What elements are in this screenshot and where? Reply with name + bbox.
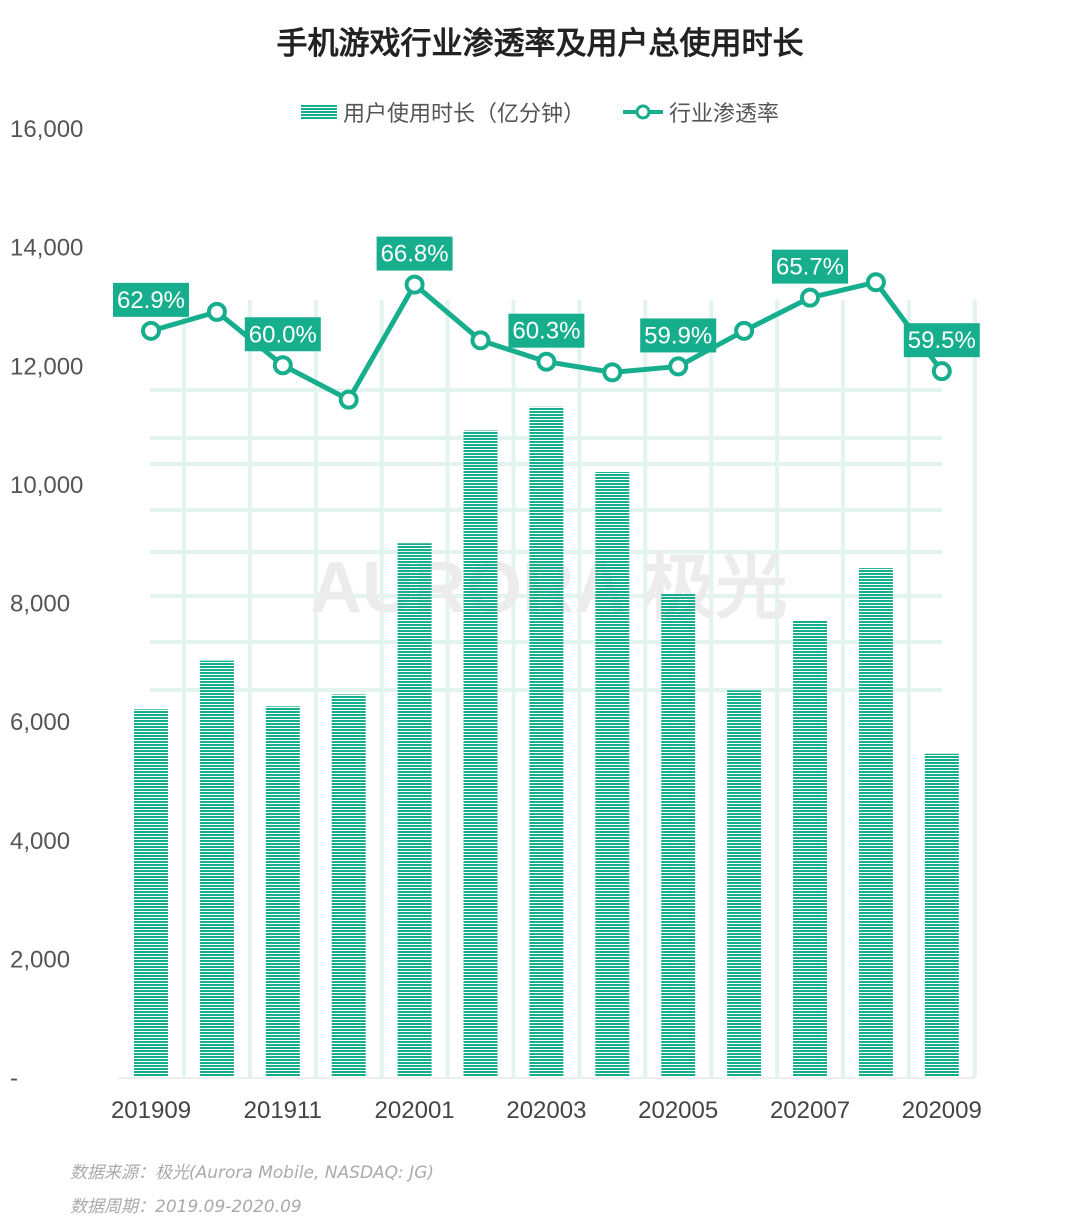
source-note: 数据来源：极光(Aurora Mobile, NASDAQ: JG) [70, 1163, 434, 1183]
line-point [404, 274, 425, 295]
data-label-box [376, 236, 453, 271]
y-tick-label: - [10, 1065, 18, 1092]
data-label-box [508, 313, 585, 348]
period-note: 数据周期：2019.09-2020.09 [70, 1197, 302, 1217]
bar [463, 430, 498, 1077]
x-tick-label: 202005 [638, 1097, 718, 1124]
line-swatch-icon [623, 104, 663, 120]
bar [595, 472, 630, 1077]
bar [793, 620, 827, 1077]
line-point [206, 301, 227, 322]
legend-label: 行业渗透率 [669, 102, 780, 127]
bar [924, 753, 959, 1077]
y-tick-label: 6,000 [10, 709, 70, 736]
bar [265, 706, 300, 1077]
y-tick-label: 10,000 [10, 472, 83, 499]
bar [727, 690, 762, 1077]
data-label-box [903, 323, 980, 358]
legend-label: 用户使用时长（亿分钟） [342, 102, 585, 127]
data-label: 59.9% [644, 322, 712, 349]
line-point [865, 272, 886, 293]
line-point [338, 389, 359, 410]
data-label-box [244, 317, 321, 352]
line-point [800, 287, 820, 308]
bar [134, 709, 168, 1077]
data-label: 59.5% [908, 327, 976, 354]
bar [331, 694, 366, 1077]
bar [661, 593, 696, 1077]
data-label: 60.3% [512, 318, 580, 345]
bar [529, 406, 564, 1077]
bar [858, 568, 893, 1077]
x-tick-label: 202001 [375, 1097, 455, 1124]
x-tick-label: 202003 [506, 1097, 586, 1124]
y-tick-label: 4,000 [10, 828, 70, 855]
x-tick-label: 201909 [111, 1097, 191, 1124]
data-label: 66.8% [381, 241, 449, 268]
line-point [272, 355, 293, 376]
y-tick-label: 2,000 [10, 946, 70, 973]
y-tick-label: 8,000 [10, 591, 70, 618]
line-point [536, 351, 557, 372]
legend-item-line: 行业渗透率 [623, 96, 779, 128]
line-point [602, 362, 623, 383]
line-point [734, 320, 755, 341]
data-label-box [113, 282, 189, 317]
bar [199, 660, 234, 1077]
data-label-box [640, 318, 717, 353]
line-point [141, 320, 161, 341]
data-label-box [772, 249, 848, 284]
y-tick-label: 14,000 [10, 235, 83, 262]
bar [397, 543, 432, 1077]
bar-swatch-icon [300, 105, 337, 119]
line-point [668, 356, 689, 377]
line-point [931, 361, 952, 382]
legend: 用户使用时长（亿分钟） 行业渗透率 [0, 96, 1080, 128]
data-label: 60.0% [249, 321, 317, 348]
y-tick-label: 12,000 [10, 353, 83, 380]
chart-title: 手机游戏行业渗透率及用户总使用时长 [276, 26, 804, 62]
x-tick-label: 201911 [244, 1097, 322, 1124]
line-point [470, 330, 491, 351]
legend-item-bar: 用户使用时长（亿分钟） [300, 96, 585, 128]
data-label: 62.9% [117, 287, 185, 314]
x-tick-label: 202009 [902, 1097, 982, 1124]
x-tick-label: 202007 [770, 1097, 850, 1124]
data-label: 65.7% [776, 254, 844, 281]
y-tick-label: 16,000 [10, 116, 83, 143]
